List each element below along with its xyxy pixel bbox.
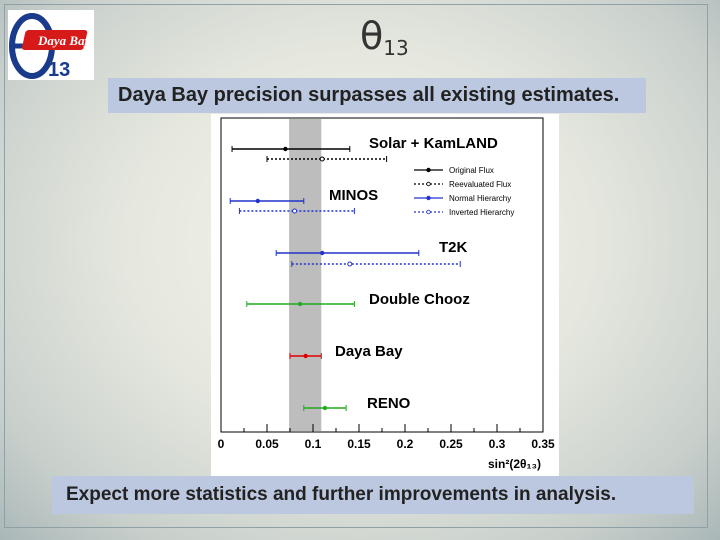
x-tick-label: 0.2 — [397, 437, 414, 451]
experiment-label: MINOS — [329, 187, 378, 204]
x-tick-label: 0.1 — [305, 437, 322, 451]
legend-marker — [426, 195, 431, 201]
x-tick-label: 0.3 — [489, 437, 506, 451]
logo-text: Daya Bay — [37, 33, 91, 48]
experiment-label: Daya Bay — [335, 343, 403, 360]
headline-banner: Daya Bay precision surpasses all existin… — [108, 78, 646, 113]
central-value-point — [292, 208, 298, 214]
title-subscript: 13 — [383, 36, 409, 60]
conclusion-banner: Expect more statistics and further impro… — [52, 476, 694, 514]
x-tick-label: 0.05 — [255, 437, 279, 451]
central-value-point — [347, 261, 353, 267]
slide-border — [4, 4, 708, 528]
legend-entry: Original Flux — [449, 166, 494, 175]
legend-entry: Reevaluated Flux — [449, 180, 511, 189]
x-tick-label: 0 — [218, 437, 225, 451]
central-value-point — [297, 301, 303, 307]
central-value-point — [319, 156, 325, 162]
logo-subscript: 13 — [48, 59, 70, 80]
experiment-label: RENO — [367, 395, 411, 412]
legend-marker — [426, 167, 431, 173]
central-value-point — [255, 198, 260, 204]
experiment-label: Solar + KamLAND — [369, 135, 498, 152]
daya-bay-logo: Daya Bay 13 — [8, 10, 94, 81]
experiment-label: Double Chooz — [369, 291, 470, 308]
central-value-point — [303, 353, 308, 359]
legend-marker — [426, 181, 431, 187]
legend-marker — [426, 209, 431, 215]
x-tick-label: 0.15 — [347, 437, 371, 451]
theta13-chart: 0 0.05 0.1 0.15 0.2 0.25 0.3 0.35 sin²(2θ₁₃) Sola… — [218, 117, 555, 471]
legend-entry: Normal Hierarchy — [449, 194, 511, 203]
title-theta: θ — [360, 14, 384, 58]
theta13-logo-icon: Daya Bay 13 — [9, 13, 91, 81]
experiment-label: T2K — [439, 239, 468, 256]
central-value-point — [283, 146, 288, 152]
x-tick-label: 0.35 — [531, 437, 555, 451]
central-value-point — [322, 405, 328, 411]
x-axis-label: sin²(2θ₁₃) — [488, 457, 541, 471]
chart-panel: 0 0.05 0.1 0.15 0.2 0.25 0.3 0.35 sin²(2θ₁₃) Sola… — [211, 114, 559, 476]
plot-frame — [220, 117, 544, 433]
x-tick-label: 0.25 — [439, 437, 463, 451]
central-value-point — [320, 250, 325, 256]
page-title: θ13 — [360, 14, 409, 60]
legend-entry: Inverted Hierarchy — [449, 208, 514, 217]
daya-bay-band — [289, 119, 322, 431]
